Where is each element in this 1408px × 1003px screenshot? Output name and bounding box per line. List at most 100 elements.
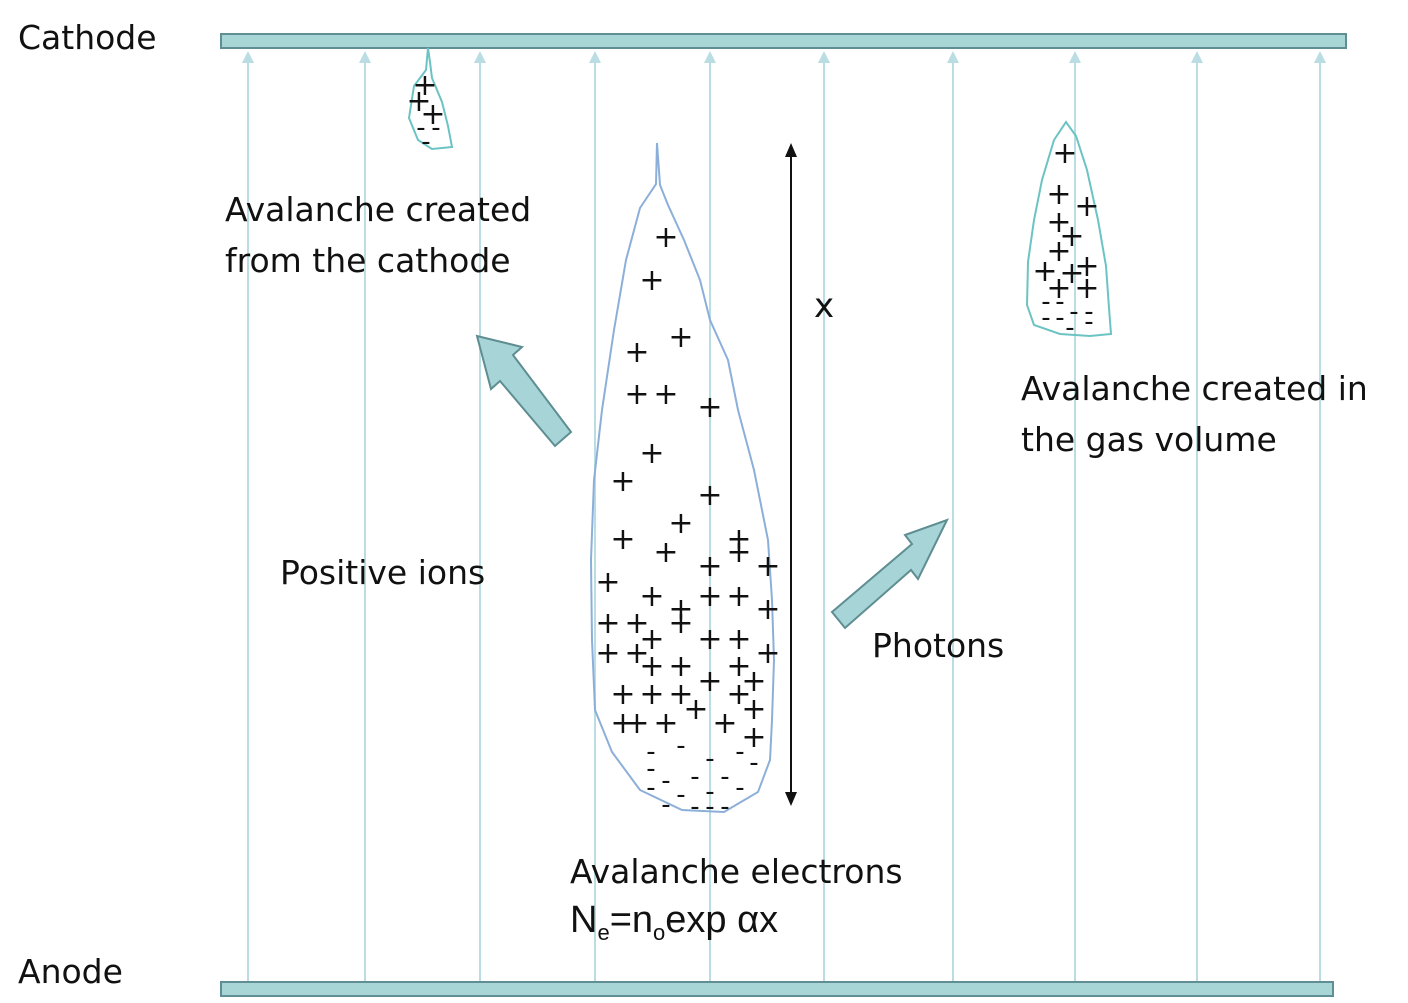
field-line-arrowhead bbox=[242, 51, 254, 63]
positive-charge: + bbox=[726, 649, 751, 684]
positive-charge: + bbox=[1046, 205, 1071, 240]
positive-charge: + bbox=[683, 692, 708, 727]
positive-charge: + bbox=[726, 535, 751, 570]
cathode-plate bbox=[220, 33, 1347, 49]
positive-charge: + bbox=[595, 565, 620, 600]
anode-plate bbox=[220, 981, 1334, 997]
positive-charge: + bbox=[1046, 234, 1071, 269]
negative-charge: - bbox=[1055, 287, 1064, 317]
avalanche-formula: Ne=noexp αx bbox=[570, 899, 778, 946]
field-line-arrowhead bbox=[1314, 51, 1326, 63]
positive-charge: + bbox=[697, 549, 722, 584]
negative-charge: - bbox=[646, 773, 655, 803]
positive-charge: + bbox=[624, 377, 649, 412]
negative-charge: - bbox=[1084, 297, 1093, 327]
positive-charge: + bbox=[741, 664, 766, 699]
negative-charge: - bbox=[661, 790, 670, 820]
formula-eq: =n bbox=[609, 899, 654, 941]
negative-charge: - bbox=[1069, 297, 1078, 327]
positive-charge: + bbox=[1032, 254, 1057, 289]
avalanche-electrons-label: Avalanche electrons bbox=[570, 852, 903, 891]
negative-charge: - bbox=[661, 766, 670, 796]
positive-charge: + bbox=[726, 677, 751, 712]
negative-charge: - bbox=[720, 762, 729, 792]
photons-arrow bbox=[830, 518, 949, 630]
negative-charge: - bbox=[1055, 303, 1064, 333]
formula-eq-subscript: o bbox=[653, 920, 666, 945]
positive-charge: + bbox=[420, 97, 445, 132]
negative-charge: - bbox=[735, 773, 744, 803]
electric-field-lines bbox=[242, 51, 1326, 983]
positive-charge: + bbox=[726, 622, 751, 657]
cathode-avalanche-outline bbox=[407, 47, 454, 151]
positive-charge: + bbox=[624, 706, 649, 741]
positive-charge: + bbox=[595, 636, 620, 671]
gas-avalanche-outline bbox=[1025, 120, 1113, 338]
positive-charge: + bbox=[697, 664, 722, 699]
positive-charge: + bbox=[668, 320, 693, 355]
positive-charge: + bbox=[726, 579, 751, 614]
positive-charge: + bbox=[610, 706, 635, 741]
positive-ions-arrow bbox=[475, 334, 573, 448]
negative-charge: - bbox=[705, 744, 714, 774]
positive-charge: + bbox=[610, 677, 635, 712]
cathode-label: Cathode bbox=[18, 18, 157, 57]
field-line-arrowhead bbox=[704, 51, 716, 63]
positive-charge: + bbox=[639, 649, 664, 684]
positive-charge: + bbox=[653, 377, 678, 412]
positive-charge: + bbox=[639, 579, 664, 614]
positive-charge: + bbox=[639, 677, 664, 712]
negative-charge: - bbox=[705, 777, 714, 807]
positive-charge: + bbox=[697, 579, 722, 614]
negative-charge: - bbox=[431, 113, 440, 143]
positive-charge: + bbox=[697, 622, 722, 657]
positive-charge: + bbox=[697, 390, 722, 425]
negative-charge: - bbox=[690, 792, 699, 822]
main-avalanche-outline bbox=[589, 142, 776, 814]
positive-charge: + bbox=[1074, 189, 1099, 224]
anode-label: Anode bbox=[18, 952, 123, 991]
positive-charge: + bbox=[653, 706, 678, 741]
positive-charge: + bbox=[639, 436, 664, 471]
positive-charge: + bbox=[1052, 136, 1077, 171]
field-line-arrowhead bbox=[359, 51, 371, 63]
charge-symbols: +++++ + +++ +++ + +++ + ++ + + ++ + + ++ + ++ ++ + + ++ ++ + +… bbox=[406, 68, 1099, 822]
negative-charge: - bbox=[720, 792, 729, 822]
negative-charge: - bbox=[676, 780, 685, 810]
field-line-arrowhead bbox=[1191, 51, 1203, 63]
negative-charge: - bbox=[1065, 313, 1074, 343]
positive-charge: + bbox=[412, 68, 437, 103]
positive-charge: + bbox=[668, 606, 693, 641]
positive-charge: + bbox=[1046, 177, 1071, 212]
positive-charge: + bbox=[406, 84, 431, 119]
positive-charge: + bbox=[726, 522, 751, 557]
negative-charge: - bbox=[690, 762, 699, 792]
positive-charge: + bbox=[1059, 256, 1084, 291]
positive-ions-label: Positive ions bbox=[280, 553, 486, 592]
positive-charge: + bbox=[668, 506, 693, 541]
field-line-arrowhead bbox=[474, 51, 486, 63]
formula-lhs-subscript: e bbox=[597, 920, 610, 945]
negative-charge: - bbox=[421, 127, 430, 157]
formula-rhs: exp αx bbox=[665, 899, 779, 941]
field-line-arrowhead bbox=[589, 51, 601, 63]
avalanche-cathode-label-line1: Avalanche created bbox=[225, 190, 532, 229]
positive-charge: + bbox=[624, 636, 649, 671]
positive-charge: + bbox=[741, 720, 766, 755]
distance-arrow bbox=[785, 143, 797, 806]
positive-charge: + bbox=[1074, 249, 1099, 284]
positive-charge: + bbox=[741, 692, 766, 727]
positive-charge: + bbox=[653, 535, 678, 570]
avalanche-gas-label-line1: Avalanche created in bbox=[1021, 369, 1368, 408]
positive-charge: + bbox=[595, 606, 620, 641]
negative-charge: - bbox=[416, 113, 425, 143]
negative-charge: - bbox=[1041, 287, 1050, 317]
positive-charge: + bbox=[610, 522, 635, 557]
positive-charge: + bbox=[668, 677, 693, 712]
positive-charge: + bbox=[712, 706, 737, 741]
avalanche-cathode-label-line2: from the cathode bbox=[225, 241, 511, 280]
positive-charge: + bbox=[653, 220, 678, 255]
field-line-arrowhead bbox=[1069, 51, 1081, 63]
negative-charge: - bbox=[646, 754, 655, 784]
